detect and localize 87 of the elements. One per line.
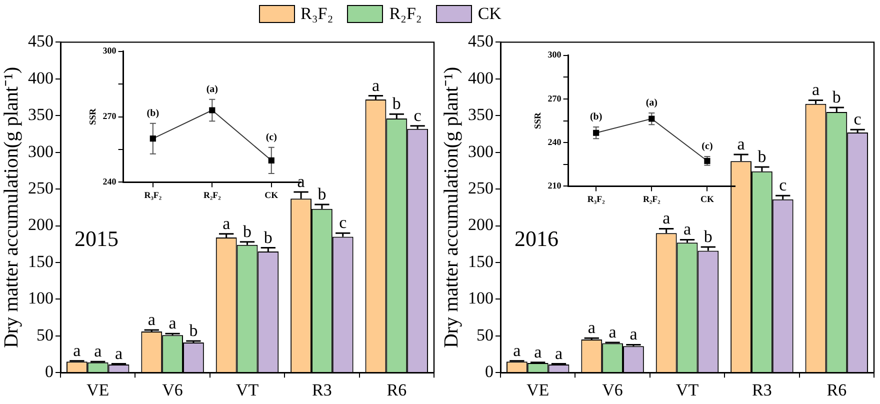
legend-label: CK bbox=[478, 4, 502, 24]
data-label: b bbox=[704, 227, 712, 246]
y-tick-label: 300 bbox=[548, 50, 562, 60]
x-tick-label: CK bbox=[700, 194, 714, 204]
data-label: a bbox=[94, 342, 102, 361]
y-tick-label: 350 bbox=[28, 105, 54, 124]
data-label: a bbox=[372, 76, 380, 95]
data-label: a bbox=[554, 344, 563, 363]
data-label: a bbox=[812, 80, 820, 100]
y-tick-label: 0 bbox=[45, 362, 54, 382]
y-tick-label: 250 bbox=[468, 178, 494, 198]
y-tick-label: 210 bbox=[548, 180, 562, 191]
data-label: c bbox=[339, 213, 348, 232]
x-tick-label: R₃F₂ bbox=[587, 194, 606, 204]
data-label: b bbox=[264, 228, 272, 247]
y-tick-label: 400 bbox=[468, 68, 494, 88]
y-tick-label: 200 bbox=[28, 215, 54, 234]
legend-label: R₃F₂ bbox=[300, 4, 334, 24]
data-label: b bbox=[318, 184, 326, 204]
x-tick-label: R3 bbox=[752, 380, 772, 400]
data-label: b bbox=[189, 320, 198, 340]
data-label: (c) bbox=[266, 132, 277, 143]
y-tick-label: 270 bbox=[548, 93, 562, 104]
data-label: (a) bbox=[646, 98, 658, 109]
data-label: (b) bbox=[590, 112, 602, 123]
y-tick-label: 350 bbox=[468, 105, 494, 124]
y-axis-title: Dry matter accumulation(g plant⁻¹) bbox=[0, 66, 22, 348]
y-tick-label: 150 bbox=[28, 252, 54, 271]
y-tick-label: 300 bbox=[468, 142, 494, 161]
x-tick-label: VT bbox=[676, 380, 700, 400]
data-label: b bbox=[392, 94, 401, 114]
y-tick-label: 450 bbox=[468, 32, 494, 51]
data-label: c bbox=[854, 110, 862, 129]
data-label: a bbox=[148, 310, 156, 329]
x-tick-label: R6 bbox=[826, 380, 847, 400]
data-label: a bbox=[683, 220, 692, 239]
y-tick-label: 450 bbox=[28, 32, 54, 51]
x-tick-label: VE bbox=[86, 380, 110, 400]
data-label: b bbox=[243, 222, 252, 241]
y-tick-label: 300 bbox=[102, 46, 117, 56]
y-tick-label: 240 bbox=[102, 176, 117, 187]
x-tick-label: R₂F₂ bbox=[642, 194, 661, 204]
data-label: b bbox=[758, 146, 766, 166]
y-tick-label: 300 bbox=[28, 142, 54, 161]
y-tick-label: 400 bbox=[28, 68, 54, 88]
x-tick-label: CK bbox=[264, 190, 278, 200]
data-label: a bbox=[737, 134, 746, 154]
data-label: (b) bbox=[146, 108, 160, 119]
y-tick-label: 100 bbox=[28, 288, 54, 308]
x-tick-label: R6 bbox=[386, 380, 407, 400]
data-label: a bbox=[222, 214, 231, 233]
data-label: a bbox=[588, 318, 596, 338]
y-axis-title: SSR bbox=[88, 108, 98, 126]
y-axis-title: SSR bbox=[532, 112, 543, 130]
data-label: a bbox=[662, 208, 671, 228]
data-label: a bbox=[534, 342, 542, 362]
y-tick-label: 240 bbox=[548, 136, 562, 147]
data-label: a bbox=[630, 324, 638, 344]
annotation: 2015 bbox=[74, 226, 118, 252]
data-label: (a) bbox=[206, 84, 218, 95]
y-tick-label: 200 bbox=[468, 215, 494, 234]
data-label: c bbox=[414, 106, 422, 125]
data-label: c bbox=[779, 176, 788, 195]
x-tick-label: V6 bbox=[162, 380, 183, 400]
data-label: (c) bbox=[702, 141, 713, 152]
data-label: a bbox=[168, 314, 177, 333]
data-label: a bbox=[114, 344, 123, 363]
legend-label: R₂F₂ bbox=[389, 4, 422, 24]
y-tick-label: 270 bbox=[102, 111, 117, 122]
data-label: b bbox=[832, 88, 841, 107]
y-axis-title: Dry matter accumulation(g plant⁻¹) bbox=[440, 66, 462, 348]
x-tick-label: VT bbox=[236, 380, 260, 400]
y-tick-label: 50 bbox=[476, 325, 494, 344]
x-tick-label: V6 bbox=[602, 380, 623, 400]
y-tick-label: 0 bbox=[485, 362, 494, 382]
y-tick-label: 100 bbox=[468, 288, 494, 308]
data-label: a bbox=[608, 322, 617, 342]
data-label: a bbox=[513, 340, 522, 360]
x-tick-label: R3 bbox=[312, 380, 332, 400]
y-tick-label: 150 bbox=[468, 252, 494, 271]
x-tick-label: R₂F₂ bbox=[203, 190, 222, 200]
x-tick-label: VE bbox=[526, 380, 550, 400]
y-tick-label: 250 bbox=[28, 178, 54, 198]
data-label: a bbox=[73, 340, 82, 360]
y-tick-label: 50 bbox=[36, 325, 54, 344]
x-tick-label: R₃F₂ bbox=[144, 190, 162, 200]
annotation: 2016 bbox=[514, 226, 558, 252]
